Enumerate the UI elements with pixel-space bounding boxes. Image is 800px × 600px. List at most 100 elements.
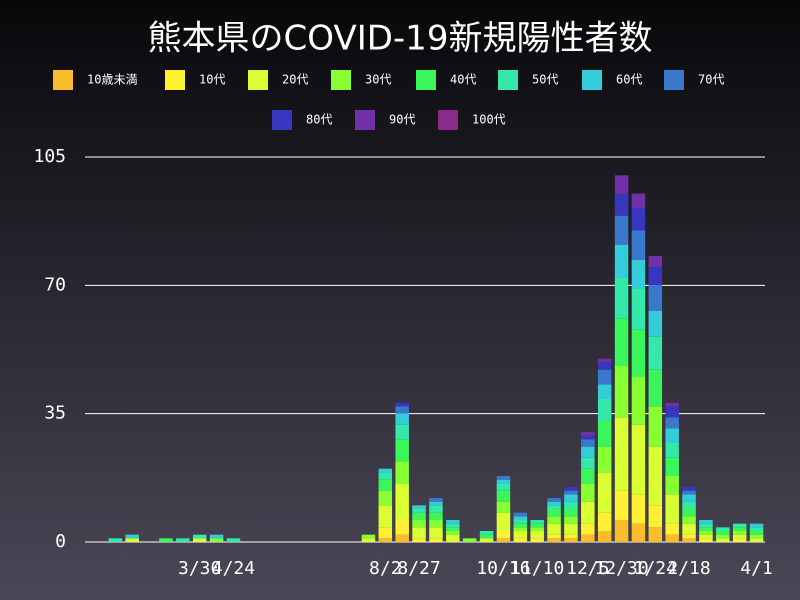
bar-segment: [631, 329, 646, 377]
bar-segment: [564, 490, 578, 495]
bar-segment: [614, 520, 629, 542]
bar-segment: [749, 538, 764, 542]
bar-segment: [429, 498, 443, 502]
bar-segment: [631, 424, 646, 495]
bar-segment: [732, 538, 747, 542]
y-tick-label: 35: [44, 403, 66, 424]
legend-label: 60代: [616, 73, 642, 87]
bar-segment: [395, 413, 409, 425]
bar-segment: [564, 523, 578, 535]
legend-label: 100代: [472, 113, 506, 127]
bar-segment: [614, 215, 629, 245]
bar-segment: [496, 490, 511, 502]
bar-segment: [648, 285, 663, 311]
legend-label: 90代: [389, 113, 415, 127]
bar-segment: [665, 428, 679, 443]
legend-swatch: [248, 70, 268, 90]
legend-swatch: [355, 110, 375, 130]
x-tick-label: 1/24: [634, 558, 677, 579]
bar-segment: [496, 476, 511, 480]
bar-segment: [412, 505, 426, 509]
bar-segment: [496, 512, 511, 531]
bar-segment: [547, 509, 561, 517]
x-tick-label: 12/30: [594, 558, 648, 579]
bar-segment: [665, 457, 679, 476]
bar-segment: [581, 446, 595, 458]
bar-segment: [597, 369, 612, 385]
bar-segment: [192, 534, 207, 539]
bar-segment: [496, 483, 511, 491]
bar-segment: [614, 193, 629, 216]
bar-segment: [513, 527, 528, 531]
bar-segment: [530, 527, 544, 531]
x-tick-label: 8/27: [397, 558, 440, 579]
bar-segment: [564, 538, 578, 542]
bar-segment: [395, 520, 409, 535]
bar-segment: [479, 531, 494, 535]
bar-segment: [665, 494, 679, 524]
legend-swatch: [53, 70, 73, 90]
bar-segment: [395, 439, 409, 462]
bar-segment: [682, 494, 696, 502]
bar-segment: [597, 384, 612, 399]
legend-label: 30代: [365, 73, 391, 87]
bar-segment: [631, 208, 646, 231]
bar-segment: [513, 520, 528, 524]
legend-label: 40代: [450, 73, 476, 87]
bar-segment: [479, 534, 494, 539]
bar-segment: [732, 523, 747, 528]
bar-segment: [648, 527, 663, 542]
y-tick-label: 0: [55, 531, 66, 552]
bar-segment: [446, 534, 460, 542]
bar-segment: [749, 531, 764, 535]
bar-segment: [378, 479, 393, 491]
bar-segment: [513, 523, 528, 528]
bar-segment: [665, 402, 679, 407]
bar-segment: [412, 512, 426, 520]
bar-segment: [597, 399, 612, 421]
bar-segment: [429, 538, 443, 542]
bar-segment: [547, 516, 561, 524]
bar-segment: [446, 523, 460, 528]
x-tick-label: 2/18: [667, 558, 710, 579]
bar-segment: [479, 538, 494, 542]
bar-segment: [665, 417, 679, 429]
bar-segment: [378, 490, 393, 506]
bar-segment: [547, 498, 561, 502]
bar-segment: [732, 531, 747, 535]
bar-segment: [631, 523, 646, 542]
y-tick-label: 105: [33, 146, 66, 167]
bar-segment: [597, 421, 612, 447]
bar-segment: [395, 534, 409, 542]
bar-segment: [597, 531, 612, 542]
bar-segment: [226, 538, 241, 542]
bar-segment: [513, 512, 528, 517]
bar-segment: [564, 487, 578, 491]
bar-segment: [530, 531, 544, 539]
bar-segment: [361, 538, 376, 542]
bar-segment: [446, 520, 460, 524]
bar-segment: [581, 432, 595, 436]
bar-segment: [631, 377, 646, 425]
bar-segment: [513, 531, 528, 539]
bar-segment: [732, 534, 747, 539]
legend-swatch: [416, 70, 436, 90]
x-tick-label: 4/1: [740, 558, 773, 579]
legend-swatch: [272, 110, 292, 130]
bar-segment: [125, 538, 139, 542]
bar-segment: [614, 278, 629, 319]
bar-segment: [682, 490, 696, 495]
bar-segment: [631, 230, 646, 260]
bar-segment: [378, 505, 393, 528]
bar-segment: [412, 527, 426, 539]
bar-segment: [564, 494, 578, 502]
bar-segment: [682, 516, 696, 524]
bar-segment: [631, 193, 646, 209]
bar-segment: [682, 534, 696, 539]
bar-segment: [530, 523, 544, 528]
bar-segment: [699, 538, 713, 542]
bar-segment: [716, 534, 730, 539]
bar-segment: [665, 476, 679, 495]
bar-segment: [614, 175, 629, 194]
bar-segment: [395, 461, 409, 484]
